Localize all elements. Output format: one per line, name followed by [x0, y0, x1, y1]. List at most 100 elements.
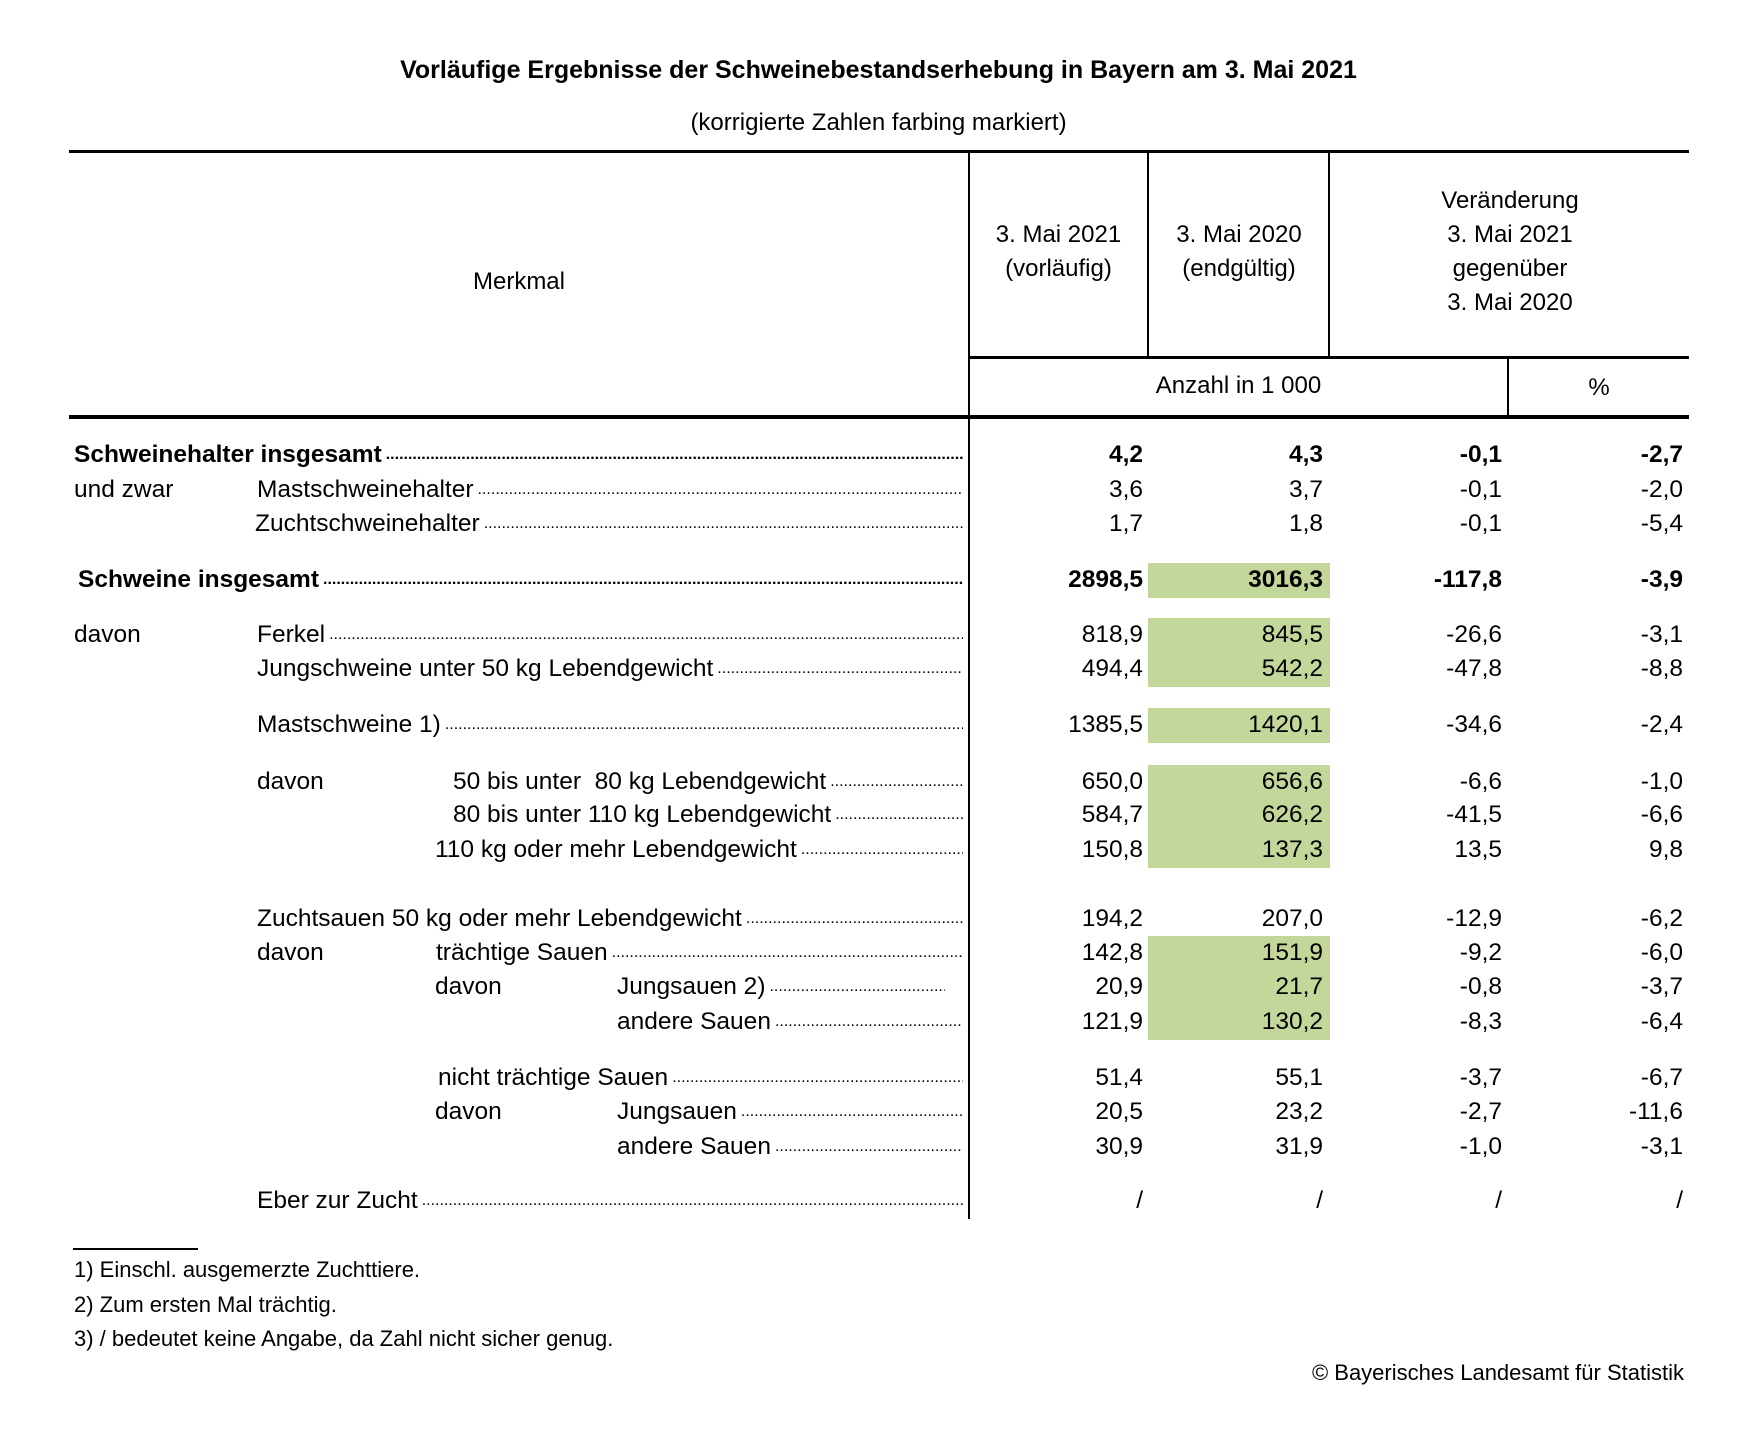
copyright: © Bayerisches Landesamt für Statistik	[1311, 1360, 1684, 1385]
table-row: nicht trächtige Sauen...................…	[0, 1061, 1757, 1095]
header-merkmal: Merkmal	[472, 268, 565, 295]
row-prefix: davon	[435, 1098, 502, 1125]
change-absolute: -0,1	[1459, 476, 1502, 503]
row-label: 80 bis unter 110 kg Lebendgewicht	[453, 801, 832, 828]
change-percent: -6,2	[1640, 905, 1683, 932]
row-label-cell: Ferkel..................................…	[257, 618, 963, 652]
change-absolute: -1,0	[1459, 1133, 1502, 1160]
footnote-rule	[73, 1248, 198, 1250]
change-absolute: -47,8	[1446, 655, 1502, 682]
change-percent: -3,9	[1640, 566, 1683, 593]
row-label-cell: Jungsauen 2)............................…	[617, 970, 945, 1004]
dot-leader: ........................................…	[774, 1138, 963, 1155]
change-absolute: -0,1	[1459, 510, 1502, 537]
header-col-2021: 3. Mai 2021 (vorläufig)	[969, 218, 1148, 286]
dot-leader: ........................................…	[769, 978, 945, 995]
change-percent: -11,6	[1628, 1098, 1683, 1125]
table-row: davon Ferkel.............................…	[0, 618, 1757, 652]
value-2021: 3,6	[1108, 476, 1143, 503]
value-2020: /	[1316, 1187, 1323, 1214]
change-percent: -6,7	[1640, 1064, 1683, 1091]
dot-leader: ........................................…	[483, 515, 963, 532]
table-row: Schweine insgesamt......................…	[0, 563, 1757, 597]
row-prefix: davon	[74, 621, 141, 648]
dot-leader: ........................................…	[830, 773, 963, 790]
header-col-2020: 3. Mai 2020 (endgültig)	[1149, 218, 1329, 286]
row-label-cell: Jungschweine unter 50 kg Lebendgewicht..…	[257, 652, 963, 686]
change-absolute: -0,1	[1459, 441, 1502, 468]
table-row: Jungschweine unter 50 kg Lebendgewicht..…	[0, 652, 1757, 686]
row-label-cell: andere Sauen............................…	[617, 1130, 963, 1164]
row-label-cell: andere Sauen............................…	[617, 1005, 963, 1039]
value-2021: 584,7	[1081, 801, 1143, 828]
change-percent: -6,0	[1640, 939, 1683, 966]
row-label: nicht trächtige Sauen	[438, 1064, 669, 1091]
row-label: 50 bis unter 80 kg Lebendgewicht	[453, 768, 827, 795]
change-absolute: -3,7	[1459, 1064, 1502, 1091]
dot-leader: ........................................…	[740, 1103, 963, 1120]
corrected-highlight	[1148, 798, 1330, 833]
value-2020: 207,0	[1261, 905, 1323, 932]
row-label-cell: trächtige Sauen.........................…	[436, 936, 963, 970]
value-2020: 151,9	[1261, 939, 1323, 966]
row-label-cell: Eber zur Zucht..........................…	[257, 1184, 963, 1218]
row-prefix: und zwar	[74, 476, 174, 503]
table-row: davon Jungsauen..........................…	[0, 1095, 1757, 1129]
dot-leader: ........................................…	[835, 806, 963, 823]
footnote-3: 3) / bedeutet keine Angabe, da Zahl nich…	[74, 1326, 614, 1351]
row-label-cell: Mastschweine 1).........................…	[257, 708, 963, 742]
row-label: Mastschweine 1)	[257, 711, 441, 738]
row-label: Mastschweinehalter	[257, 476, 474, 503]
dot-leader: ........................................…	[323, 571, 963, 588]
value-2020: 626,2	[1261, 801, 1323, 828]
change-percent: -6,6	[1640, 801, 1683, 828]
header-col-2020-line1: 3. Mai 2020	[1176, 221, 1302, 248]
dot-leader: ........................................…	[477, 481, 963, 498]
change-absolute: -41,5	[1446, 801, 1502, 828]
row-label-cell: Schweine insgesamt......................…	[78, 563, 963, 597]
row-label: Ferkel	[257, 621, 326, 648]
header-change-line4: 3. Mai 2020	[1447, 289, 1573, 316]
row-label: Zuchtsauen 50 kg oder mehr Lebendgewicht	[257, 905, 742, 932]
table-row: 110 kg oder mehr Lebendgewicht..........…	[0, 833, 1757, 867]
dot-leader: ........................................…	[421, 1192, 963, 1209]
row-label: Jungschweine unter 50 kg Lebendgewicht	[257, 655, 714, 682]
table-row: Schweinehalter insgesamt................…	[0, 438, 1757, 472]
value-2020: 1,8	[1288, 510, 1323, 537]
change-percent: -2,4	[1640, 711, 1683, 738]
row-label-cell: Zuchtschweinehalter.....................…	[255, 507, 963, 541]
value-2020: 845,5	[1261, 621, 1323, 648]
change-percent: -2,0	[1640, 476, 1683, 503]
table-row: davon 50 bis unter 80 kg Lebendgewicht...…	[0, 765, 1757, 799]
value-2021: 1,7	[1108, 510, 1143, 537]
corrected-highlight	[1148, 563, 1330, 598]
dot-leader: ........................................…	[385, 446, 963, 463]
row-label-cell: 110 kg oder mehr Lebendgewicht..........…	[435, 833, 963, 867]
change-absolute: -117,8	[1433, 566, 1502, 593]
header-unit-pct: %	[1588, 374, 1610, 401]
table-row: andere Sauen............................…	[0, 1130, 1757, 1164]
footnote-1: 1) Einschl. ausgemerzte Zuchttiere.	[74, 1257, 421, 1282]
value-2021: 818,9	[1081, 621, 1143, 648]
value-2021: 650,0	[1081, 768, 1143, 795]
change-percent: /	[1676, 1187, 1683, 1214]
col-divider-3	[1507, 357, 1509, 417]
value-2020: 137,3	[1261, 836, 1323, 863]
change-percent: -8,8	[1640, 655, 1683, 682]
change-percent: -3,1	[1640, 1133, 1683, 1160]
value-2020: 31,9	[1275, 1133, 1323, 1160]
value-2020: 4,3	[1288, 441, 1323, 468]
change-absolute: -2,7	[1459, 1098, 1502, 1125]
change-percent: -1,0	[1640, 768, 1683, 795]
dot-leader: ........................................…	[774, 1013, 963, 1030]
value-2020: 3016,3	[1248, 566, 1323, 593]
change-absolute: -26,6	[1446, 621, 1502, 648]
corrected-highlight	[1148, 618, 1330, 653]
dot-leader: ........................................…	[444, 716, 963, 733]
change-absolute: 13,5	[1454, 836, 1502, 863]
value-2020: 130,2	[1261, 1008, 1323, 1035]
value-2020: 1420,1	[1248, 711, 1323, 738]
change-absolute: -8,3	[1459, 1008, 1502, 1035]
header-bottom-rule	[69, 415, 1689, 419]
change-absolute: -34,6	[1446, 711, 1502, 738]
